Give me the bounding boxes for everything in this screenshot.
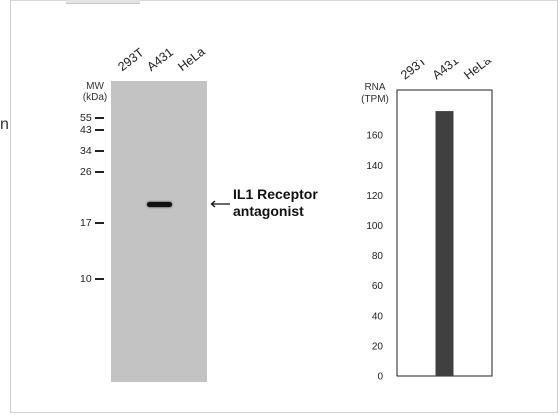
page-frame: [10, 0, 558, 413]
mw-marker-55: 55: [80, 113, 110, 123]
top-rule: [10, 0, 558, 1]
rna-expression-chart: RNA (TPM) 0 20 40 60 80 100 120 140 160 293T A431…: [361, 60, 494, 383]
y-tick-label: 120: [366, 191, 383, 202]
mw-marker-label: 10: [80, 273, 92, 285]
y-tick-label: 160: [366, 131, 383, 142]
y-tick-label: 40: [372, 311, 384, 322]
blot-membrane: [111, 81, 207, 382]
y-tick-label: 140: [366, 161, 383, 172]
mw-marker-10: 10: [80, 274, 110, 284]
protein-band-a431: [147, 202, 172, 207]
target-label-line-2: antagonist: [233, 203, 304, 219]
bar-a431: [435, 111, 454, 377]
bars: [435, 111, 454, 377]
y-axis-label-line-1: RNA: [364, 82, 385, 93]
y-axis-label-line-2: (TPM): [361, 94, 389, 105]
mw-marker-34: 34: [80, 146, 110, 156]
target-label-line-1: IL1 Receptor: [233, 186, 318, 202]
x-tick-label: HeLa: [461, 60, 493, 82]
mw-marker-dash: [95, 222, 104, 224]
mw-marker-17: 17: [80, 218, 110, 228]
mw-marker-dash: [95, 278, 104, 280]
y-ticks: 0 20 40 60 80 100 120 140 160: [366, 131, 383, 383]
top-tab[interactable]: [66, 0, 140, 4]
mw-marker-26: 26: [80, 167, 110, 177]
x-tick-label: A431: [430, 60, 462, 82]
mw-header: MW (kDa): [80, 81, 110, 103]
mw-marker-dash: [95, 129, 104, 131]
mw-header-line-2: (kDa): [82, 92, 108, 103]
edge-text-fragment: n: [0, 116, 9, 133]
y-tick-label: 60: [372, 281, 384, 292]
mw-marker-dash: [95, 117, 104, 119]
mw-marker-43: 43: [80, 125, 110, 135]
mw-marker-label: 17: [80, 217, 92, 229]
mw-header-line-1: MW: [86, 81, 104, 92]
mw-marker-dash: [95, 150, 104, 152]
y-tick-label: 0: [377, 372, 383, 383]
mw-marker-label: 26: [80, 166, 92, 178]
mw-marker-label: 55: [80, 112, 92, 124]
x-tick-labels: 293T A431 HeLa: [398, 60, 494, 82]
mw-marker-label: 34: [80, 145, 92, 157]
left-arrow-icon: [210, 200, 230, 208]
x-tick-label: 293T: [398, 60, 429, 82]
y-tick-label: 80: [372, 251, 384, 262]
mw-marker-dash: [95, 171, 104, 173]
mw-marker-label: 43: [80, 124, 92, 136]
y-tick-label: 100: [366, 221, 383, 232]
y-tick-label: 20: [372, 341, 384, 352]
target-protein-label: IL1 Receptor antagonist: [233, 186, 318, 220]
